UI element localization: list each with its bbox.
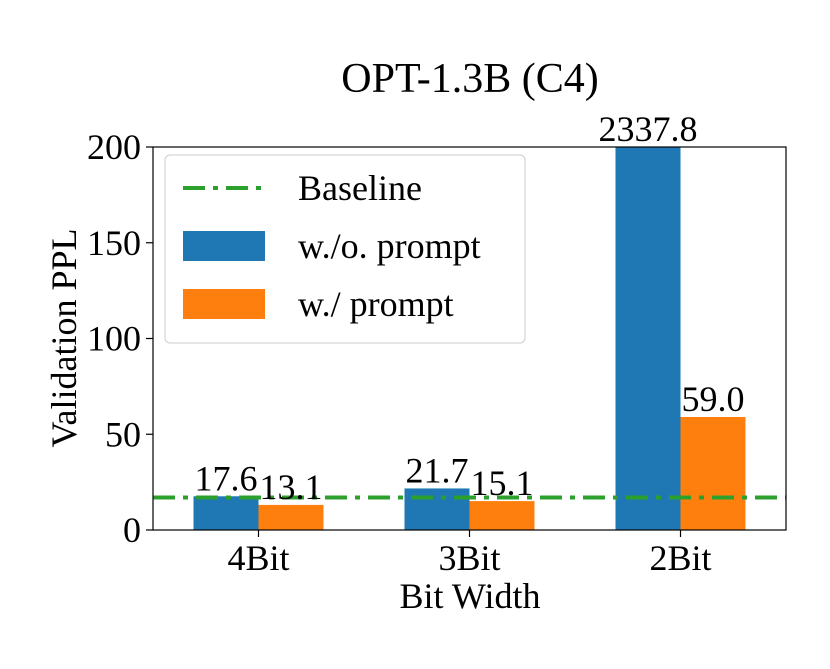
x-tick-label: 3Bit — [438, 538, 500, 578]
legend-label: Baseline — [298, 168, 422, 208]
legend-swatch — [183, 289, 265, 319]
chart-title: OPT-1.3B (C4) — [341, 56, 598, 102]
overlay: 0 50 100 150 200 4Bit 17.6 13.1 3Bit 21.7 15.1 2Bit… — [87, 109, 787, 578]
y-tick-label: 200 — [87, 127, 141, 167]
bar — [680, 417, 746, 530]
bar — [469, 501, 535, 530]
bar — [193, 496, 259, 530]
value-label: 15.1 — [471, 463, 534, 503]
value-label: 21.7 — [406, 450, 469, 490]
bar — [615, 147, 681, 530]
y-tick-label: 0 — [123, 510, 141, 550]
legend-label: w./o. prompt — [298, 226, 481, 266]
y-tick-label: 150 — [87, 223, 141, 263]
value-label: 2337.8 — [599, 109, 698, 149]
legend-label: w./ prompt — [298, 284, 454, 324]
plot-area — [153, 147, 786, 530]
bar — [404, 488, 470, 530]
x-axis-label: Bit Width — [400, 576, 541, 616]
y-axis-label: Validation PPL — [44, 228, 84, 447]
x-tick-label: 4Bit — [227, 538, 289, 578]
plot-frame — [152, 146, 787, 531]
x-tick-label: 2Bit — [649, 538, 711, 578]
bar — [258, 504, 324, 530]
legend-swatch — [183, 231, 265, 261]
value-label: 59.0 — [682, 379, 745, 419]
y-tick-label: 100 — [87, 319, 141, 359]
value-label: 17.6 — [195, 458, 258, 498]
value-label: 13.1 — [260, 467, 323, 507]
y-tick-label: 50 — [105, 414, 141, 454]
